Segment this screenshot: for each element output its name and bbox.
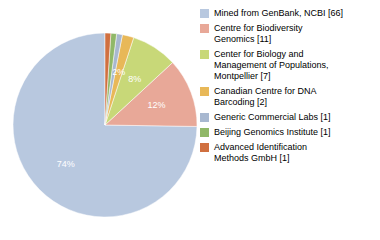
html-text:Mined from GenBank, NCBI [66]: Mined from GenBank, NCBI [66] [214, 8, 344, 18]
html-text:Genomics [11]: Genomics [11] [214, 34, 272, 44]
html-text:Methods GmbH [1]: Methods GmbH [1] [214, 153, 290, 163]
html-text:Center for Biology and: Center for Biology and [214, 49, 304, 59]
html-text:Generic Commercial Labs [1]: Generic Commercial Labs [1] [214, 112, 331, 122]
svg-text:2%: 2% [112, 67, 125, 77]
html-text:Canadian Centre for DNA: Canadian Centre for DNA [214, 86, 317, 96]
svg-text:12%: 12% [148, 100, 166, 110]
svg-text:8%: 8% [128, 74, 141, 84]
html-text:Barcoding [2]: Barcoding [2] [214, 97, 267, 107]
html-text:Management of Populations,: Management of Populations, [214, 60, 329, 70]
html-text:Montpellier [7]: Montpellier [7] [214, 71, 271, 81]
html-text:Centre for Biodiversity: Centre for Biodiversity [214, 23, 303, 33]
html-text:Beijing Genomics Institute [1]: Beijing Genomics Institute [1] [214, 127, 331, 137]
svg-text:74%: 74% [57, 159, 75, 169]
html-text:Advanced Identification: Advanced Identification [214, 142, 308, 152]
